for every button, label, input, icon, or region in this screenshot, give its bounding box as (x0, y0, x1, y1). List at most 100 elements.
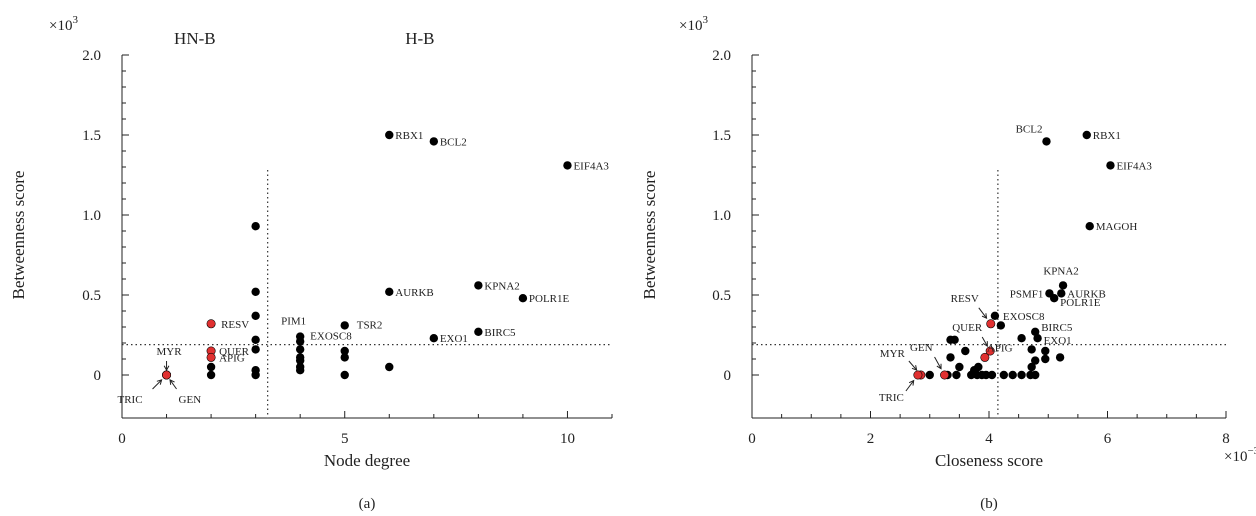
point-label: KPNA2 (1043, 265, 1078, 277)
data-point (1017, 370, 1026, 380)
data-point (206, 370, 216, 380)
data-point (1106, 161, 1115, 170)
y-multiplier: ×103 (49, 14, 78, 34)
y-axis-title: Betweenness score (640, 171, 659, 300)
y-tick-label: 1.5 (712, 128, 731, 144)
data-point (251, 345, 260, 354)
point-label: POLR1E (529, 293, 570, 305)
x-axis-title: Node degree (324, 451, 410, 470)
point-label: PSMF1 (1010, 288, 1044, 300)
data-point (940, 370, 950, 380)
region-label-h-b: H-B (405, 29, 434, 48)
data-point (474, 327, 483, 336)
data-point (1031, 356, 1040, 365)
data-point (1085, 222, 1094, 231)
data-point (251, 222, 260, 231)
data-point (987, 370, 997, 380)
x-multiplier: ×10−3 (1224, 445, 1256, 465)
chart-panel-b: 0 2 4 6 8 0 0.5 1.0 1.5 2.0×103 ×10−3 Closeness sco… (640, 14, 1256, 512)
annotation-arrow (934, 356, 942, 369)
point-label: BIRC5 (484, 327, 516, 339)
data-point (251, 287, 260, 296)
x-tick-label: 10 (560, 431, 575, 447)
data-point (1033, 334, 1042, 343)
y-multiplier-exponent: 3 (702, 14, 708, 26)
annotation-arrow (978, 307, 987, 319)
annotation-arrow (908, 360, 918, 371)
data-point (990, 311, 1000, 320)
y-tick-label: 2.0 (82, 48, 101, 64)
data-point (1082, 130, 1091, 140)
point-label: KPNA2 (484, 280, 519, 292)
data-point (251, 311, 260, 320)
point-label: TRIC (879, 392, 904, 404)
data-point (429, 334, 439, 343)
annotation-arrowhead (982, 341, 988, 348)
point-label: EIF4A3 (573, 160, 609, 172)
point-label: APIG (987, 342, 1013, 354)
data-point (474, 281, 483, 290)
panel-label: (a) (359, 496, 376, 512)
data-point (955, 362, 964, 372)
data-point (295, 345, 305, 354)
data-point (985, 346, 995, 356)
data-point (925, 370, 934, 380)
data-point (295, 337, 305, 346)
point-label: POLR1E (1060, 297, 1101, 309)
data-point (206, 319, 216, 329)
data-point (1031, 370, 1040, 380)
y-tick-label: 0.5 (82, 288, 101, 304)
point-label: BIRC5 (1041, 322, 1073, 334)
data-point (981, 370, 991, 380)
point-label: EXO1 (1044, 335, 1072, 347)
annotation-arrowhead (908, 379, 915, 386)
data-point (162, 370, 172, 380)
data-point (340, 353, 349, 362)
data-point (385, 287, 394, 296)
y-tick-label: 0.5 (712, 288, 731, 304)
x-tick-label: 2 (867, 431, 875, 447)
annotation-arrowhead (981, 313, 988, 320)
point-label: RBX1 (1093, 130, 1121, 142)
point-label: PIM1 (281, 316, 306, 328)
data-point (1031, 327, 1040, 336)
data-point (1008, 370, 1017, 380)
data-point (1041, 346, 1050, 356)
data-point (206, 352, 216, 362)
point-label: BCL2 (1016, 123, 1043, 135)
data-point (1057, 289, 1066, 298)
point-label: QUER (952, 322, 983, 334)
y-tick-label: 1.0 (712, 208, 731, 224)
data-point (999, 370, 1009, 380)
y-tick-label: 0 (724, 368, 732, 384)
annotation-arrow (981, 336, 988, 347)
data-point (1027, 345, 1036, 354)
annotation-arrow (169, 379, 177, 390)
point-label: AURKB (395, 287, 434, 299)
x-tick-label: 6 (1104, 431, 1112, 447)
point-label: GEN (179, 394, 202, 406)
annotation-arrowhead (911, 365, 918, 371)
data-point (913, 370, 923, 380)
point-label: GEN (910, 342, 933, 354)
point-label: RESV (221, 319, 249, 331)
x-tick-label: 0 (118, 431, 126, 447)
point-label: EXOSC8 (310, 330, 352, 342)
y-multiplier-exponent: 3 (72, 14, 78, 26)
data-point (1058, 281, 1068, 290)
region-label-hn-b: HN-B (174, 29, 216, 48)
data-point (340, 321, 349, 330)
annotation-arrowhead (169, 379, 175, 385)
data-point (1041, 354, 1050, 364)
annotation-arrow (905, 380, 915, 392)
annotation-arrowhead (156, 379, 163, 385)
point-label: MAGOH (1096, 221, 1138, 233)
y-axis-title: Betweenness score (9, 171, 28, 300)
panel-label: (b) (980, 496, 998, 512)
data-point (967, 370, 976, 380)
data-point (1042, 137, 1051, 146)
point-label: AURKB (1067, 288, 1106, 300)
x-tick-label: 5 (341, 431, 349, 447)
data-point (295, 356, 305, 365)
